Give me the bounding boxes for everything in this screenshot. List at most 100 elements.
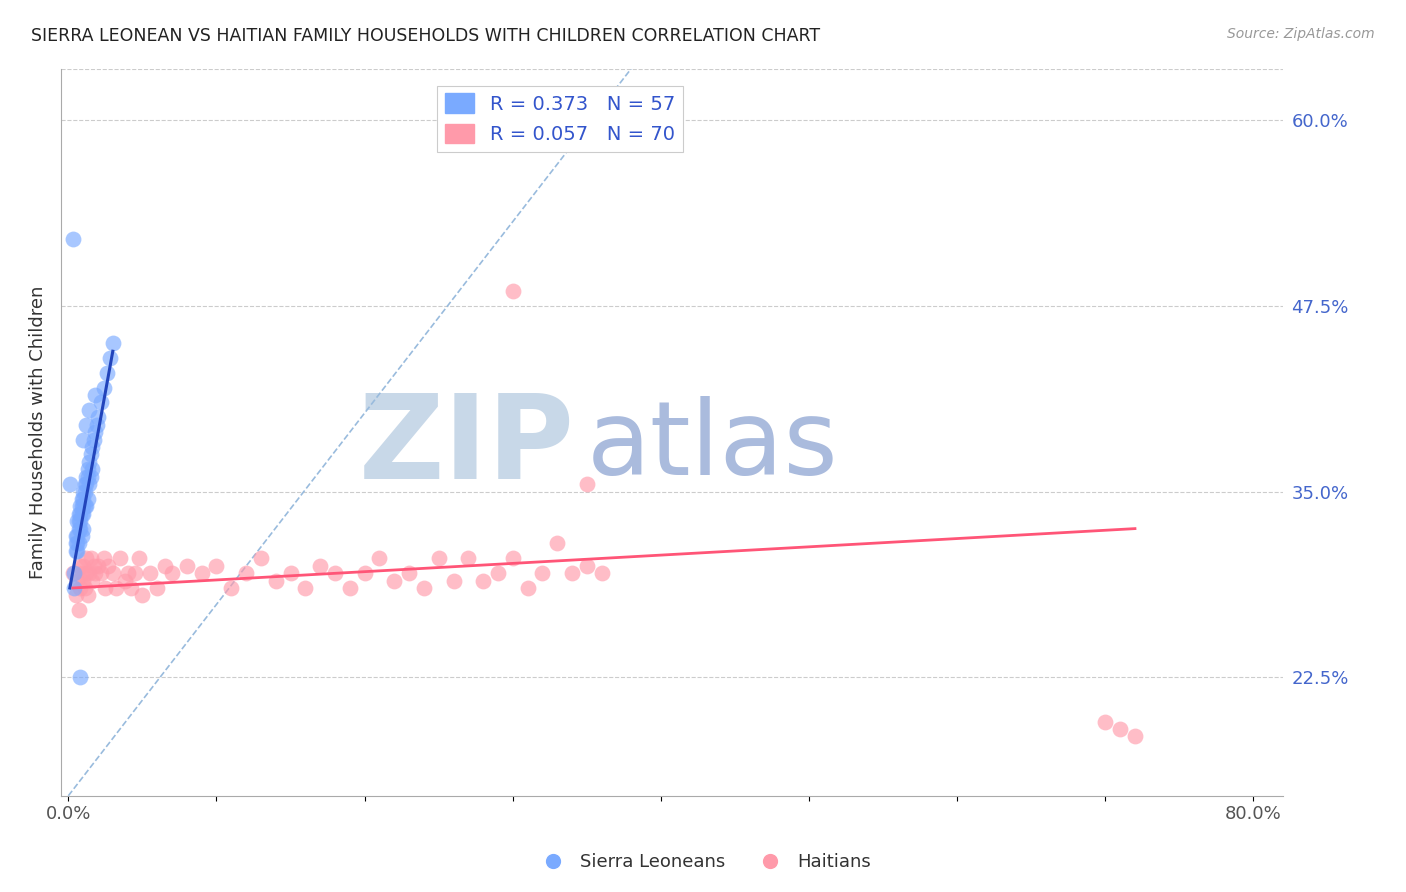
Point xyxy=(80,574,103,588)
Point xyxy=(76,469,98,483)
Y-axis label: Family Households with Children: Family Households with Children xyxy=(30,285,46,579)
Point xyxy=(59,477,82,491)
Point xyxy=(94,581,117,595)
Point xyxy=(66,529,89,543)
Point xyxy=(427,551,450,566)
Point xyxy=(131,588,153,602)
Point xyxy=(382,574,405,588)
Point xyxy=(69,514,91,528)
Point xyxy=(546,536,568,550)
Point xyxy=(69,500,91,514)
Text: ZIP: ZIP xyxy=(359,389,574,504)
Point xyxy=(70,500,93,514)
Point xyxy=(72,558,94,573)
Point xyxy=(146,581,169,595)
Point xyxy=(221,581,243,595)
Point xyxy=(153,558,176,573)
Point xyxy=(75,469,97,483)
Point xyxy=(73,477,96,491)
Point xyxy=(77,477,100,491)
Point xyxy=(63,566,86,581)
Point xyxy=(69,507,91,521)
Point xyxy=(264,574,287,588)
Point xyxy=(250,551,273,566)
Point xyxy=(79,447,101,461)
Point xyxy=(235,566,257,581)
Point xyxy=(76,588,98,602)
Point xyxy=(516,581,538,595)
Point xyxy=(62,566,84,581)
Point xyxy=(128,551,150,566)
Point xyxy=(66,514,89,528)
Point xyxy=(65,544,87,558)
Point xyxy=(65,588,87,602)
Point xyxy=(73,500,96,514)
Point xyxy=(339,581,361,595)
Point xyxy=(76,491,98,506)
Point xyxy=(65,536,87,550)
Point xyxy=(67,522,90,536)
Point xyxy=(72,574,94,588)
Point xyxy=(62,232,84,246)
Point xyxy=(398,566,420,581)
Point xyxy=(190,566,212,581)
Point xyxy=(72,500,94,514)
Point xyxy=(67,514,90,528)
Point xyxy=(472,574,495,588)
Point xyxy=(368,551,391,566)
Point xyxy=(176,558,198,573)
Point xyxy=(66,536,89,550)
Point xyxy=(72,507,94,521)
Point xyxy=(75,417,97,432)
Point xyxy=(93,551,115,566)
Point xyxy=(72,522,94,536)
Point xyxy=(72,433,94,447)
Point xyxy=(486,566,509,581)
Point xyxy=(1094,714,1116,729)
Point xyxy=(84,566,107,581)
Point xyxy=(86,417,108,432)
Point xyxy=(75,551,97,566)
Point xyxy=(80,440,103,454)
Point xyxy=(294,581,316,595)
Point xyxy=(108,551,131,566)
Point xyxy=(101,336,124,351)
Point xyxy=(575,477,598,491)
Point xyxy=(114,574,136,588)
Point xyxy=(561,566,583,581)
Point xyxy=(69,522,91,536)
Point xyxy=(97,558,120,573)
Point xyxy=(72,484,94,499)
Point xyxy=(83,558,105,573)
Point xyxy=(87,410,110,425)
Point xyxy=(93,381,115,395)
Point xyxy=(77,455,100,469)
Point xyxy=(76,462,98,476)
Point xyxy=(70,491,93,506)
Legend: R = 0.373   N = 57, R = 0.057   N = 70: R = 0.373 N = 57, R = 0.057 N = 70 xyxy=(437,86,683,152)
Text: SIERRA LEONEAN VS HAITIAN FAMILY HOUSEHOLDS WITH CHILDREN CORRELATION CHART: SIERRA LEONEAN VS HAITIAN FAMILY HOUSEHO… xyxy=(31,27,820,45)
Point xyxy=(73,484,96,499)
Point xyxy=(75,477,97,491)
Point xyxy=(591,566,613,581)
Point xyxy=(69,581,91,595)
Point xyxy=(309,558,332,573)
Point xyxy=(72,491,94,506)
Point xyxy=(67,536,90,550)
Point xyxy=(84,425,107,439)
Point xyxy=(80,462,103,476)
Point xyxy=(280,566,302,581)
Point xyxy=(120,581,142,595)
Point xyxy=(77,403,100,417)
Point xyxy=(117,566,139,581)
Point xyxy=(323,566,346,581)
Point xyxy=(1123,730,1146,744)
Point xyxy=(84,388,107,402)
Point xyxy=(160,566,183,581)
Point xyxy=(443,574,465,588)
Point xyxy=(1109,722,1132,736)
Point xyxy=(65,529,87,543)
Point xyxy=(66,574,89,588)
Point xyxy=(75,500,97,514)
Point xyxy=(104,581,127,595)
